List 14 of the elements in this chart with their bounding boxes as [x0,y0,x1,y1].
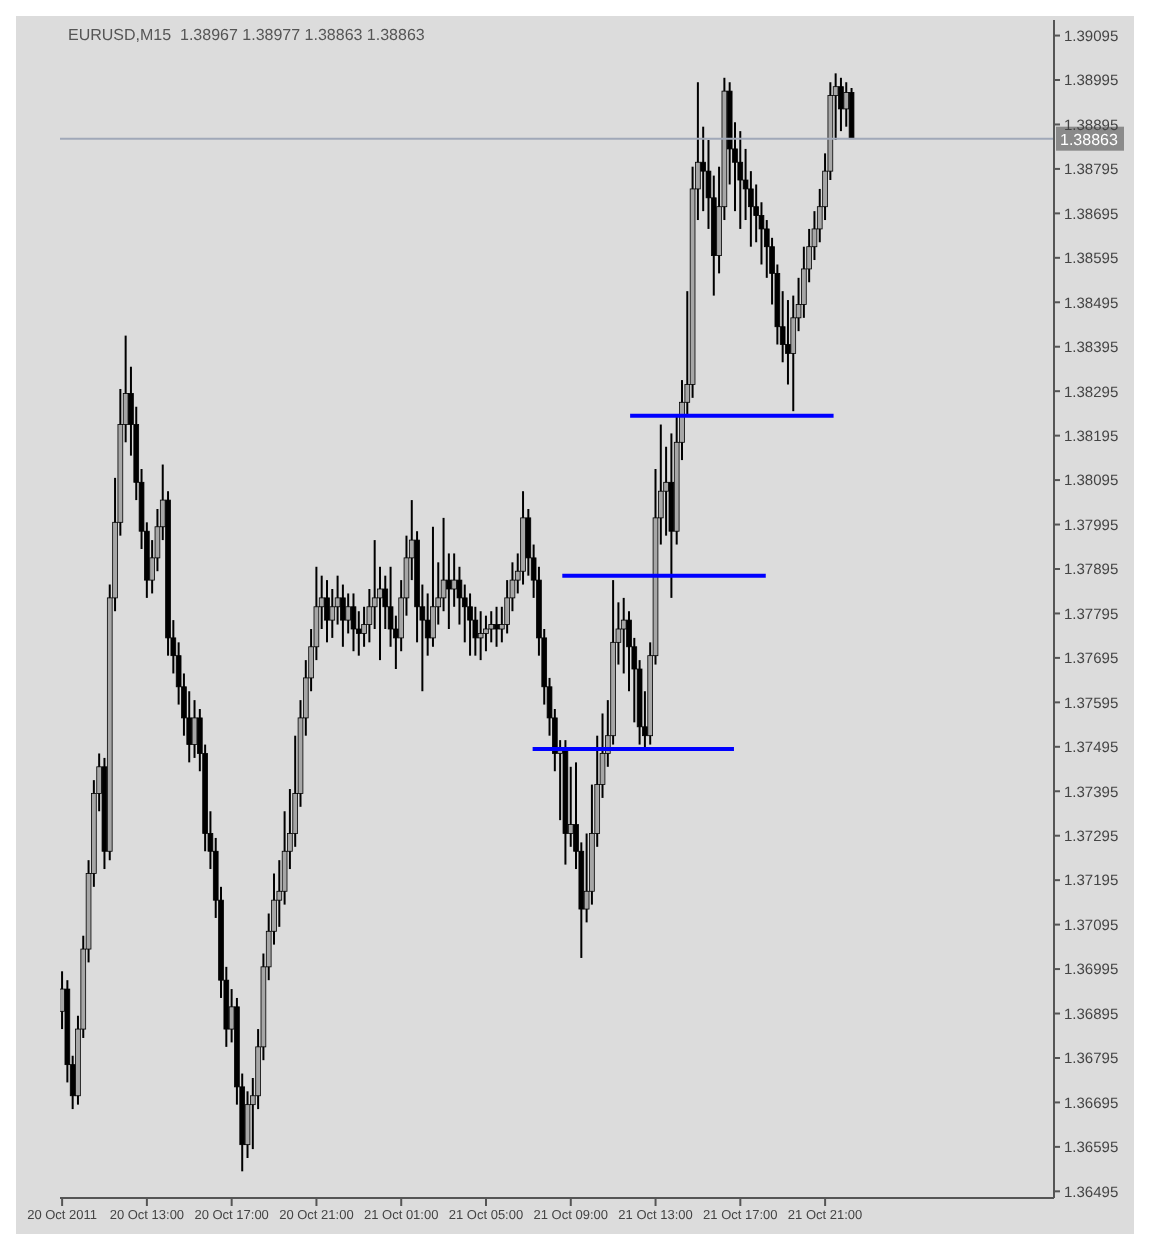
candlestick [477,610,484,662]
candlestick [838,76,844,133]
candlestick [493,605,500,648]
ref-line-label: 1.38863 [1060,130,1119,149]
chart-title: EURUSD,M15 1.38967 1.38977 1.38863 1.38863 [68,26,425,44]
candlestick [350,592,357,653]
candlestick [737,130,744,230]
candlestick [488,610,495,644]
candlestick [848,87,855,140]
candlestick [467,592,473,657]
candlestick [430,525,436,648]
candlestick [483,614,489,653]
candlestick [324,579,330,644]
candlestick [340,583,346,648]
